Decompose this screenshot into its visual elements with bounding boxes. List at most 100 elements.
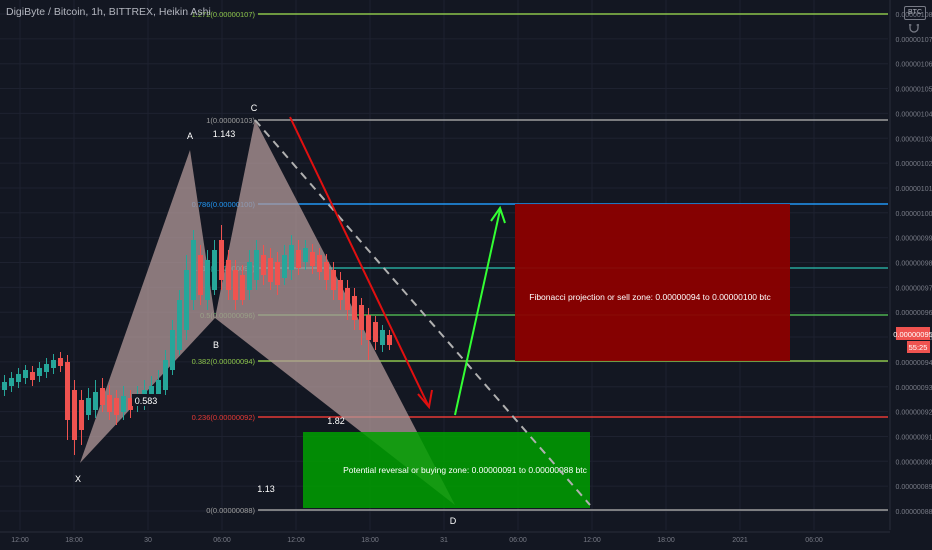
- time-tick-label: 18:00: [657, 537, 675, 544]
- candle-body: [289, 245, 294, 270]
- candle-body: [317, 255, 322, 272]
- price-tick-label: 0.00000091: [896, 434, 932, 441]
- time-tick-label: 06:00: [509, 537, 527, 544]
- candle-body: [30, 372, 35, 380]
- candle-body: [212, 250, 217, 290]
- candle-body: [51, 360, 56, 368]
- candle-body: [121, 396, 126, 412]
- time-tick-label: 18:00: [361, 537, 379, 544]
- price-tick-label: 0.00000092: [896, 410, 932, 417]
- price-axis[interactable]: 0.00000108 0.00000107 0.00000106 0.00000105…: [889, 0, 932, 530]
- candle-body: [205, 260, 210, 300]
- candle-body: [338, 280, 343, 300]
- price-tick-label: 0.00000105: [896, 87, 932, 94]
- candle-body: [177, 300, 182, 350]
- buy-zone-label: Potential reversal or buying zone: 0.000…: [343, 465, 588, 475]
- candle-body: [247, 262, 252, 290]
- candle-body: [226, 260, 231, 290]
- point-d-label: D: [450, 516, 457, 526]
- price-tick-label: 0.00000106: [896, 62, 932, 69]
- time-axis[interactable]: 12:00 18:00 30 06:00 12:00 18:00 31 06:00 12:00 1…: [0, 531, 890, 544]
- currency-badge[interactable]: BTC: [904, 6, 926, 20]
- countdown-value: 55:25: [909, 343, 928, 352]
- bearish-arrow-head: [417, 389, 433, 410]
- price-tick-label: 0.00000090: [896, 459, 932, 466]
- candle-body: [268, 258, 273, 282]
- price-tick-label: 0.00000096: [896, 310, 932, 317]
- candle-body: [366, 315, 371, 340]
- candle-body: [219, 240, 224, 280]
- candle-body: [261, 255, 266, 275]
- candle-body: [282, 255, 287, 278]
- candle-body: [72, 390, 77, 440]
- symbol-title[interactable]: DigiByte / Bitcoin, 1h, BITTREX, Heikin …: [6, 6, 211, 18]
- candle-body: [359, 305, 364, 330]
- candle-body: [296, 250, 301, 268]
- time-tick-label: 12:00: [583, 537, 601, 544]
- candle-body: [352, 296, 357, 320]
- candle-body: [114, 398, 119, 415]
- harmonic-xab-triangle[interactable]: [80, 150, 215, 463]
- sell-zone-label: Fibonacci projection or sell zone: 0.000…: [529, 292, 771, 302]
- time-tick-label: 12:00: [287, 537, 305, 544]
- price-tick-label: 0.00000098: [896, 261, 932, 268]
- buy-zone-box[interactable]: [303, 432, 590, 508]
- price-tick-label: 0.00000089: [896, 484, 932, 491]
- candle-body: [79, 400, 84, 430]
- fib-level-label: 1.272(0.00000107): [192, 10, 256, 19]
- ratio-bcd-label: 1.82: [327, 416, 345, 426]
- candle-body: [2, 382, 7, 390]
- price-tick-label: 0.00000093: [896, 385, 932, 392]
- time-tick-label: 06:00: [805, 537, 823, 544]
- point-x-label: X: [75, 474, 81, 484]
- bullish-arrow-line[interactable]: [454, 209, 501, 416]
- time-tick-label: 06:00: [213, 537, 231, 544]
- harmonic-bcd-triangle[interactable]: [215, 120, 455, 505]
- candle-body: [65, 362, 70, 420]
- price-tick-label: 0.00000104: [896, 111, 932, 118]
- candle-body: [9, 378, 14, 386]
- candle-body: [16, 374, 21, 382]
- candle-body: [86, 398, 91, 415]
- bearish-arrow-line[interactable]: [289, 116, 429, 406]
- ratio-label-bg: [132, 394, 160, 406]
- point-a-label: A: [187, 131, 193, 141]
- magnet-icon[interactable]: [908, 22, 920, 34]
- candle-body: [233, 270, 238, 300]
- ratio-xad-label: 1.13: [257, 484, 275, 494]
- sell-zone-box[interactable]: [515, 204, 790, 361]
- candle-body: [387, 335, 392, 345]
- candle-body: [37, 368, 42, 376]
- candle-body: [163, 360, 168, 390]
- time-tick-label: 30: [144, 537, 152, 544]
- countdown-tag: [907, 341, 930, 353]
- point-b-label: B: [213, 340, 219, 350]
- ratio-abc-label: 1.143: [213, 129, 236, 139]
- time-tick-label: 12:00: [11, 537, 29, 544]
- candle-body: [100, 388, 105, 405]
- point-c-label: C: [251, 103, 258, 113]
- time-tick-label: 31: [440, 537, 448, 544]
- time-tick-label: 2021: [732, 537, 748, 544]
- candle-body: [184, 270, 189, 330]
- candle-body: [149, 386, 154, 398]
- candle-body: [107, 395, 112, 412]
- price-tick-label: 0.00000100: [896, 211, 932, 218]
- candle-body: [191, 240, 196, 300]
- candle-body: [23, 370, 28, 378]
- projection-dashed-line[interactable]: [254, 119, 591, 506]
- price-tick-label: 0.00000107: [896, 37, 932, 44]
- price-tick-label: 0.00000094: [896, 360, 932, 367]
- candle-body: [373, 322, 378, 342]
- price-tick-label: 0.00000108: [896, 12, 932, 19]
- price-tick-label: 0.00000099: [896, 236, 932, 243]
- candlestick-series: [2, 225, 392, 455]
- price-tick-label: 0.00000101: [896, 186, 932, 193]
- price-tick-label: 0.00000097: [896, 285, 932, 292]
- candle-body: [345, 288, 350, 310]
- candle-body: [254, 250, 259, 280]
- current-price-value: 0.00000095: [893, 330, 932, 339]
- candle-body: [310, 252, 315, 266]
- candle-body: [303, 248, 308, 262]
